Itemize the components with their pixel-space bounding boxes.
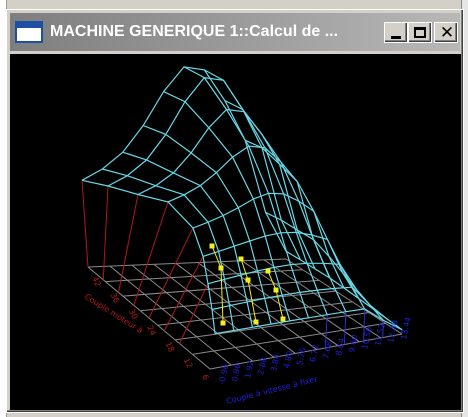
selected-point-marker[interactable] bbox=[238, 256, 244, 262]
floor-grid-line bbox=[263, 259, 381, 339]
floor-grid-line bbox=[192, 322, 386, 355]
surface-col-line bbox=[122, 151, 253, 328]
right-axis-tick: 7.68 bbox=[321, 340, 334, 359]
minimize-button[interactable] bbox=[384, 22, 408, 43]
right-axis-tick: 11.52 bbox=[373, 323, 387, 347]
surface-mesh bbox=[81, 66, 403, 335]
surface-col-line bbox=[163, 91, 291, 322]
selected-point-marker[interactable] bbox=[273, 287, 279, 293]
surface-col-line bbox=[244, 139, 366, 310]
floor-grid-line bbox=[153, 263, 275, 358]
right-axis-tick: 2.88 bbox=[256, 356, 269, 375]
drop-line bbox=[382, 320, 384, 338]
selected-point-marker[interactable] bbox=[253, 319, 259, 325]
surface-row-line bbox=[107, 76, 302, 261]
selected-point-marker[interactable] bbox=[220, 320, 226, 326]
floor-grid-line bbox=[109, 265, 232, 366]
floor-grid-line bbox=[122, 279, 320, 297]
selected-point-marker[interactable] bbox=[265, 268, 271, 274]
title-bar[interactable]: MACHINE GENERIQUE 1::Calcul de ... ✕ bbox=[10, 13, 460, 51]
maximize-icon bbox=[414, 27, 426, 38]
right-axis-tick: 9.60 bbox=[347, 334, 360, 353]
surface-col-line bbox=[285, 250, 403, 331]
close-icon: ✕ bbox=[439, 23, 455, 43]
window-app-icon[interactable] bbox=[15, 21, 43, 43]
drop-line bbox=[343, 311, 347, 345]
floor-grid-line bbox=[175, 263, 296, 354]
floor-grid-line bbox=[285, 258, 403, 335]
right-axis-tick: 13.44 bbox=[399, 316, 413, 340]
surface-col-line bbox=[224, 99, 347, 312]
surface-col-line bbox=[102, 168, 235, 331]
drop-line bbox=[179, 283, 209, 344]
drop-line bbox=[363, 308, 366, 342]
selected-point-marker[interactable] bbox=[280, 316, 286, 322]
right-axis-tick: 4.80 bbox=[282, 350, 295, 369]
right-axis-tick: 10.56 bbox=[360, 326, 374, 350]
minimize-icon bbox=[391, 36, 401, 39]
drop-line bbox=[163, 256, 204, 331]
floor-grid-line bbox=[131, 264, 253, 362]
drop-line bbox=[118, 194, 139, 293]
drop-lines bbox=[81, 180, 403, 349]
machine-window: MACHINE GENERIQUE 1::Calcul de ... ✕ Cou… bbox=[6, 9, 464, 413]
selected-point-marker[interactable] bbox=[209, 243, 215, 249]
right-axis-tick: 3.84 bbox=[269, 353, 282, 372]
right-axis-tick: -0.96 bbox=[217, 363, 230, 385]
close-button[interactable]: ✕ bbox=[434, 22, 458, 43]
selected-point-marker[interactable] bbox=[245, 277, 251, 283]
left-axis-tick: 36 bbox=[109, 291, 121, 304]
selected-points bbox=[209, 243, 286, 326]
marker-line bbox=[211, 245, 224, 324]
floor-grid-line bbox=[175, 312, 369, 341]
right-axis-tick: 0.96 bbox=[230, 363, 243, 382]
left-axis-tick: 12 bbox=[182, 357, 194, 370]
surface-row-line bbox=[81, 66, 287, 252]
drop-line bbox=[81, 180, 89, 268]
surface-col-line bbox=[204, 69, 328, 315]
drop-line bbox=[324, 314, 328, 349]
floor-grid-line bbox=[197, 262, 317, 350]
right-axis-tick: 1.92 bbox=[243, 360, 256, 379]
surface-col-line bbox=[183, 66, 310, 318]
selected-point-marker[interactable] bbox=[218, 265, 224, 271]
right-axis-tick: 8.64 bbox=[334, 337, 347, 356]
left-axis-tick: 30 bbox=[127, 308, 139, 321]
drop-line bbox=[133, 201, 169, 306]
drop-line bbox=[102, 185, 109, 280]
maximize-button[interactable] bbox=[408, 22, 432, 43]
surface-col-line bbox=[142, 124, 272, 325]
drop-line bbox=[148, 227, 194, 319]
left-axis-tick: 18 bbox=[164, 340, 176, 353]
right-axis-tick: 5.76 bbox=[295, 347, 308, 366]
surface-col-line bbox=[81, 179, 216, 334]
window-title: MACHINE GENERIQUE 1::Calcul de ... bbox=[50, 23, 339, 40]
right-axis-tick: 6.72 bbox=[308, 344, 321, 363]
left-axis-tick: 42 bbox=[90, 275, 102, 288]
floor-grid-line bbox=[105, 269, 303, 283]
surface-plot-area[interactable]: Couple moteur à 42 36 30 24 18 12 6 Couple à v… bbox=[10, 54, 461, 410]
surface-col-line bbox=[265, 211, 384, 321]
floor-grid-line bbox=[87, 258, 287, 268]
floor-grid-line bbox=[140, 290, 336, 312]
floor-grid-line bbox=[209, 333, 403, 370]
left-axis-tick: 24 bbox=[145, 324, 157, 337]
floor-grid-line bbox=[241, 260, 360, 343]
surface-row-line bbox=[192, 192, 345, 289]
left-axis-tick: 6 bbox=[200, 373, 210, 381]
